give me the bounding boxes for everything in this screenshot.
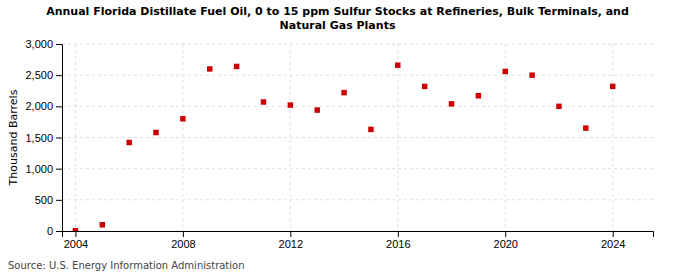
grid: [62, 44, 653, 231]
point: [610, 84, 615, 89]
x-tick-mark: [613, 231, 614, 237]
grid-line: [290, 44, 291, 231]
grid-line: [62, 168, 653, 169]
x-tick: 2008: [171, 231, 195, 250]
grid-line: [75, 44, 76, 231]
point: [288, 102, 293, 107]
grid-line: [182, 44, 183, 231]
point: [234, 64, 239, 69]
x-tick-label: 2024: [601, 238, 625, 250]
y-tick: 1,500: [25, 132, 62, 144]
x-tick-mark: [75, 231, 76, 237]
grid-line: [62, 199, 653, 200]
x-tick-label: 2008: [171, 238, 195, 250]
point: [207, 66, 212, 71]
y-tick-mark: [56, 169, 62, 170]
point: [529, 72, 534, 77]
x-tick: 2024: [601, 231, 625, 250]
point: [180, 116, 185, 121]
x-tick-label: 2016: [386, 238, 410, 250]
grid-line: [397, 44, 398, 231]
point: [341, 90, 346, 95]
y-tick-label: 1,000: [25, 163, 53, 175]
x-tick-label: 2020: [494, 238, 518, 250]
x-tick-label: 2012: [279, 238, 303, 250]
point: [503, 69, 508, 74]
point: [153, 130, 158, 135]
y-axis-line: [56, 45, 63, 232]
title-line: Annual Florida Distillate Fuel Oil, 0 to…: [46, 5, 629, 18]
chart: 2004 2008 2012 2016 2020 2024 0 500 1,000 1,500 2,…: [0, 0, 675, 275]
point: [73, 228, 78, 231]
y-tick-label: 3,000: [25, 38, 53, 50]
y-tick: 0: [47, 225, 62, 237]
y-tick-mark: [56, 44, 62, 45]
y-tick-label: 0: [47, 225, 53, 237]
point: [422, 84, 427, 89]
x-tick: 2012: [279, 231, 303, 250]
y-tick-mark: [56, 231, 62, 232]
grid-line: [62, 106, 653, 107]
x-tick-mark: [505, 231, 506, 237]
y-tick-mark: [56, 106, 62, 107]
x-tick: 2016: [386, 231, 410, 250]
y-axis: 0 500 1,000 1,500 2,000 2,500 3,000: [25, 38, 62, 237]
x-axis-line: [63, 232, 654, 238]
y-tick-mark: [56, 75, 62, 76]
y-tick: 1,000: [25, 163, 62, 175]
point: [126, 140, 131, 145]
x-tick: 2004: [64, 231, 88, 250]
x-tick-mark: [290, 231, 291, 237]
x-tick: 2020: [494, 231, 518, 250]
source: Source: U.S. Energy Information Administ…: [8, 260, 245, 271]
x-tick-label: 2004: [64, 238, 88, 250]
point: [449, 101, 454, 106]
y-tick: 3,000: [25, 38, 62, 50]
x-tick-mark: [183, 231, 184, 237]
point: [556, 104, 561, 109]
point: [395, 62, 400, 67]
grid-line: [62, 44, 653, 45]
y-tick: 2,500: [25, 69, 62, 81]
x-axis: 2004 2008 2012 2016 2020 2024: [63, 231, 654, 250]
x-tick-mark: [398, 231, 399, 237]
y-tick-mark: [56, 200, 62, 201]
y-tick-label: 500: [35, 194, 53, 206]
grid-line: [62, 75, 653, 76]
point: [476, 93, 481, 98]
y-tick-label: 1,500: [25, 132, 53, 144]
y-tick-mark: [56, 138, 62, 139]
point: [100, 222, 105, 227]
y-tick-label: 2,500: [25, 69, 53, 81]
point: [314, 107, 319, 112]
title-line: Natural Gas Plants: [280, 19, 396, 32]
point: [261, 99, 266, 104]
grid-line: [62, 137, 653, 138]
y-axis-title: Thousand Barrels: [7, 89, 20, 186]
grid-line: [612, 44, 613, 231]
point: [368, 127, 373, 132]
points: [73, 62, 616, 231]
y-tick-label: 2,000: [25, 100, 53, 112]
title: Annual Florida Distillate Fuel Oil, 0 to…: [46, 5, 629, 32]
plot-area: 2004 2008 2012 2016 2020 2024 0 500 1,000 1,500 2,…: [25, 38, 653, 250]
y-tick: 2,000: [25, 100, 62, 112]
y-tick: 500: [35, 194, 62, 206]
point: [583, 125, 588, 130]
